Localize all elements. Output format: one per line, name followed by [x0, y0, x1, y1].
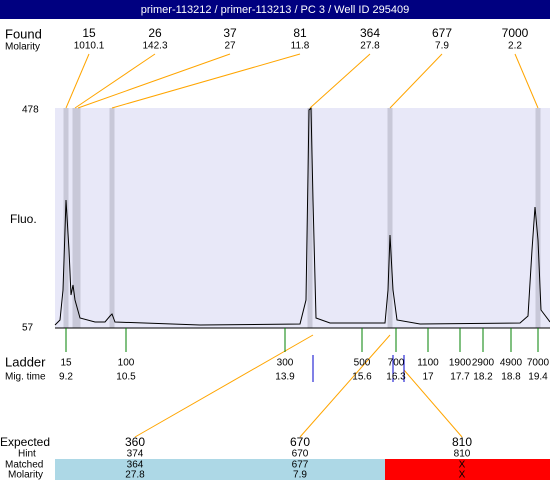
found-molarity: 7.9: [435, 41, 449, 52]
peak-link: [65, 53, 90, 109]
match-line: [299, 334, 391, 438]
ladder-label: Ladder: [5, 354, 46, 369]
peak-link: [74, 53, 156, 109]
found-size: 364: [360, 26, 380, 40]
peak-link: [111, 53, 301, 109]
ladder-size: 4900: [500, 358, 523, 369]
ladder-size: 15: [60, 358, 72, 369]
peak-link: [77, 53, 231, 109]
peak-link: [389, 53, 443, 109]
ladder-size: 300: [277, 358, 294, 369]
peak-band: [387, 108, 393, 328]
peak-band: [75, 108, 81, 328]
ladder-time: 17.7: [450, 372, 470, 383]
found-molarity: 2.2: [508, 41, 522, 52]
found-size: 677: [432, 26, 452, 40]
ladder-time: 18.8: [501, 372, 521, 383]
matched: 364: [127, 460, 144, 471]
found-size: 81: [293, 26, 307, 40]
molarity-label: Molarity: [5, 42, 40, 53]
peak-link: [309, 53, 371, 109]
found-size: 26: [148, 26, 162, 40]
ladder-time: 18.2: [473, 372, 493, 383]
ladder-time: 10.5: [116, 372, 136, 383]
matched-molarity: 27.8: [125, 470, 145, 480]
ladder-time: 9.2: [59, 372, 73, 383]
peak-band: [63, 108, 69, 328]
expected-size: 360: [125, 435, 145, 449]
title-bar: [0, 0, 550, 19]
peak-band: [307, 108, 313, 328]
ladder-size: 2900: [472, 358, 495, 369]
y-max: 478: [22, 105, 39, 116]
matched-label: Matched: [5, 460, 43, 471]
matched-molarity: 7.9: [293, 470, 307, 480]
ladder-time: 13.9: [275, 372, 295, 383]
matched: 677: [292, 460, 309, 471]
found-molarity: 27.8: [360, 41, 380, 52]
matched-ok: [55, 459, 385, 480]
peak-link: [514, 53, 539, 109]
matched-molarity: X: [459, 470, 466, 480]
ladder-size: 1100: [417, 358, 439, 369]
ladder-time: 15.6: [352, 372, 372, 383]
hint: 374: [127, 449, 144, 460]
found-size: 37: [223, 26, 237, 40]
expected-size: 670: [290, 435, 310, 449]
expected-size: 810: [452, 435, 472, 449]
found-size: 7000: [502, 26, 529, 40]
found-molarity: 142.3: [142, 41, 167, 52]
found-size: 15: [82, 26, 96, 40]
matched-missing: [385, 459, 550, 480]
ladder-size: 500: [354, 358, 371, 369]
found-molarity: 11.8: [291, 41, 310, 52]
ladder-size: 700: [388, 358, 405, 369]
trace: [54, 106, 550, 326]
ladder-size: 1900: [449, 358, 472, 369]
found-label: Found: [5, 26, 42, 41]
ladder-time: 19.4: [528, 372, 548, 383]
match-line: [403, 369, 463, 438]
exp-molarity-label: Molarity: [8, 470, 43, 480]
peak-band: [72, 108, 78, 328]
ladder-size: 100: [118, 358, 135, 369]
found-molarity: 27: [224, 41, 236, 52]
hint: 670: [292, 449, 309, 460]
time-label: Mig. time: [5, 372, 46, 383]
hint: 810: [454, 449, 471, 460]
expected-label: Expected: [0, 435, 50, 449]
title: primer-113212 / primer-113213 / PC 3 / W…: [141, 4, 409, 16]
ladder-time: 16.3: [386, 372, 406, 383]
found-molarity: 1010.1: [74, 41, 105, 52]
match-line: [134, 334, 314, 438]
hint-label: Hint: [18, 449, 36, 460]
ladder-size: 7000: [527, 358, 550, 369]
peak-band: [535, 108, 541, 328]
ladder-time: 17: [422, 372, 434, 383]
y-label: Fluo.: [10, 212, 37, 226]
plot-area: [55, 108, 550, 328]
y-min: 57: [22, 323, 34, 334]
peak-band: [109, 108, 115, 328]
matched: X: [459, 460, 466, 471]
